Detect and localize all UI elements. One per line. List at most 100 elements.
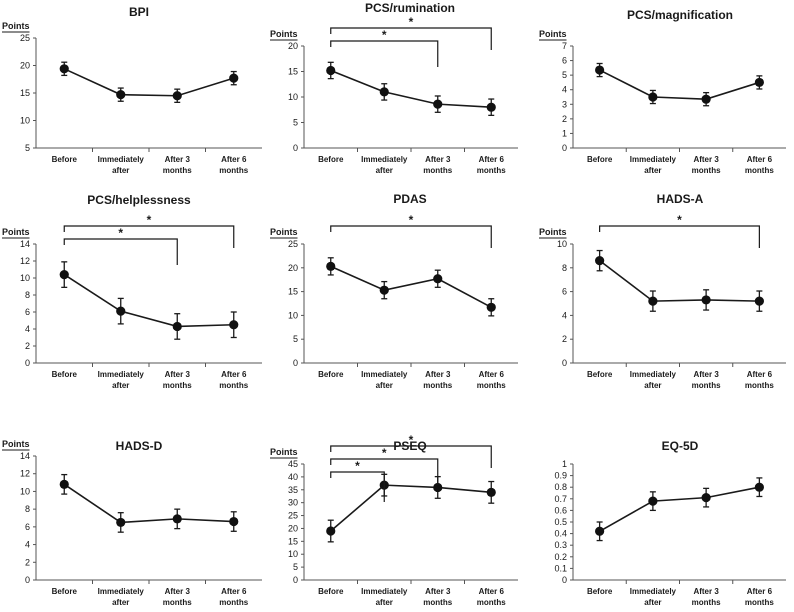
y-tick-label: 1 (562, 128, 567, 138)
data-point (229, 73, 239, 83)
x-tick-label-line: After 6 (479, 370, 505, 379)
x-tick-label: Immediately after (361, 155, 408, 175)
y-tick-label: 0 (25, 575, 30, 585)
chart-title: PCS/helplessness (87, 193, 191, 207)
x-tick-label-line: months (745, 166, 774, 175)
significance-bracket (330, 458, 439, 485)
significance-bracket (330, 471, 385, 502)
x-tick-label-line: after (644, 166, 661, 175)
x-tick-label-line: after (376, 166, 393, 175)
x-tick-label-line: after (376, 598, 393, 607)
x-tick-label-line: months (477, 166, 506, 175)
y-tick-label: 25 (288, 239, 298, 249)
chart-panel: PDAS Points 0 5 10 15 20 25 Before Immediately aft… (270, 192, 518, 390)
x-tick-label: After 3 months (163, 155, 192, 175)
data-point (595, 526, 605, 536)
y-tick-label: 0.8 (554, 482, 567, 492)
y-tick-label: 0.5 (554, 517, 567, 527)
chart-panel: PCS/magnification Points 0 1 2 3 4 5 6 7 Before Imm… (539, 8, 786, 175)
chart-title: EQ-5D (662, 439, 699, 453)
x-tick-label: Immediately after (630, 370, 677, 390)
x-tick-label-line: Immediately (630, 155, 677, 164)
y-tick-label: 0 (562, 575, 567, 585)
x-tick-label: After 6 months (219, 587, 248, 607)
x-tick-label-line: Before (52, 370, 78, 379)
data-point (754, 296, 764, 306)
x-tick-label: Before (52, 587, 78, 596)
x-tick-label: After 3 months (423, 155, 452, 175)
y-tick-label: 0.2 (554, 552, 567, 562)
x-tick-label-line: Immediately (630, 370, 677, 379)
data-point (172, 514, 182, 524)
series-line (330, 69, 492, 108)
data-point (595, 65, 605, 75)
y-tick-label: 15 (288, 67, 298, 77)
chart-panel: HADS-A Points 0 2 4 6 8 10 Before Immediately afte… (539, 192, 786, 390)
y-axis-label: Points (270, 227, 298, 237)
x-tick-label: Before (587, 155, 613, 164)
significance-star: * (355, 459, 360, 473)
data-point (433, 99, 443, 109)
x-tick-label-line: Immediately (98, 155, 145, 164)
y-tick-label: 10 (20, 486, 30, 496)
x-tick-label-line: Immediately (361, 587, 408, 596)
y-tick-label: 0 (293, 143, 298, 153)
x-tick-label: After 3 months (692, 587, 721, 607)
data-point (486, 102, 496, 112)
x-tick-label: After 3 months (163, 587, 192, 607)
x-tick-label: After 6 months (477, 587, 506, 607)
x-tick-label: Before (318, 155, 344, 164)
x-tick-label: After 3 months (163, 370, 192, 390)
y-tick-label: 20 (288, 523, 298, 533)
data-point (116, 90, 126, 100)
y-tick-label: 14 (20, 239, 30, 249)
x-tick-label: After 3 months (423, 587, 452, 607)
y-axis-label: Points (2, 21, 30, 31)
data-point (433, 274, 443, 284)
x-tick-label-line: After 3 (165, 155, 191, 164)
x-tick-label-line: months (163, 381, 192, 390)
chart-title: HADS-A (657, 192, 704, 206)
x-tick-label-line: After 3 (165, 587, 191, 596)
x-tick-label-line: After 3 (693, 370, 719, 379)
x-tick-label: Before (52, 155, 78, 164)
chart-title: BPI (129, 5, 149, 19)
x-tick-label-line: Before (587, 587, 613, 596)
y-tick-label: 6 (25, 307, 30, 317)
y-tick-label: 4 (25, 324, 30, 334)
y-tick-label: 25 (20, 33, 30, 43)
x-tick-label-line: months (692, 381, 721, 390)
y-tick-label: 10 (20, 116, 30, 126)
x-tick-label-line: months (163, 166, 192, 175)
y-tick-label: 8 (25, 504, 30, 514)
chart-panel: HADS-D Points 0 2 4 6 8 10 12 14 Before Immediately… (2, 439, 262, 607)
y-tick-label: 8 (562, 263, 567, 273)
y-tick-label: 0.9 (554, 471, 567, 481)
data-point (229, 516, 239, 527)
significance-bracket (63, 225, 235, 248)
x-tick-label-line: After 6 (747, 370, 773, 379)
x-tick-label: After 6 months (745, 155, 774, 175)
x-tick-label-line: after (112, 381, 129, 390)
x-tick-label-line: months (745, 381, 774, 390)
significance-star: * (118, 226, 123, 240)
y-tick-label: 5 (293, 334, 298, 344)
x-tick-label-line: after (644, 381, 661, 390)
y-tick-label: 35 (288, 485, 298, 495)
x-tick-label-line: Before (52, 587, 78, 596)
x-tick-label: After 6 months (745, 587, 774, 607)
significance-star: * (409, 15, 414, 29)
data-point (648, 92, 658, 102)
x-tick-label-line: After 3 (425, 370, 451, 379)
y-tick-label: 5 (562, 70, 567, 80)
x-tick-label: After 6 months (477, 370, 506, 390)
x-tick-label-line: months (692, 598, 721, 607)
x-tick-label-line: after (644, 598, 661, 607)
series-line (330, 484, 492, 532)
y-axis-label: Points (539, 227, 567, 237)
chart-title: PCS/rumination (365, 1, 455, 15)
x-tick-label-line: After 3 (425, 155, 451, 164)
chart-panel: PCS/rumination Points 0 5 10 15 20 Before Immedi… (270, 1, 518, 175)
y-tick-label: 5 (293, 562, 298, 572)
